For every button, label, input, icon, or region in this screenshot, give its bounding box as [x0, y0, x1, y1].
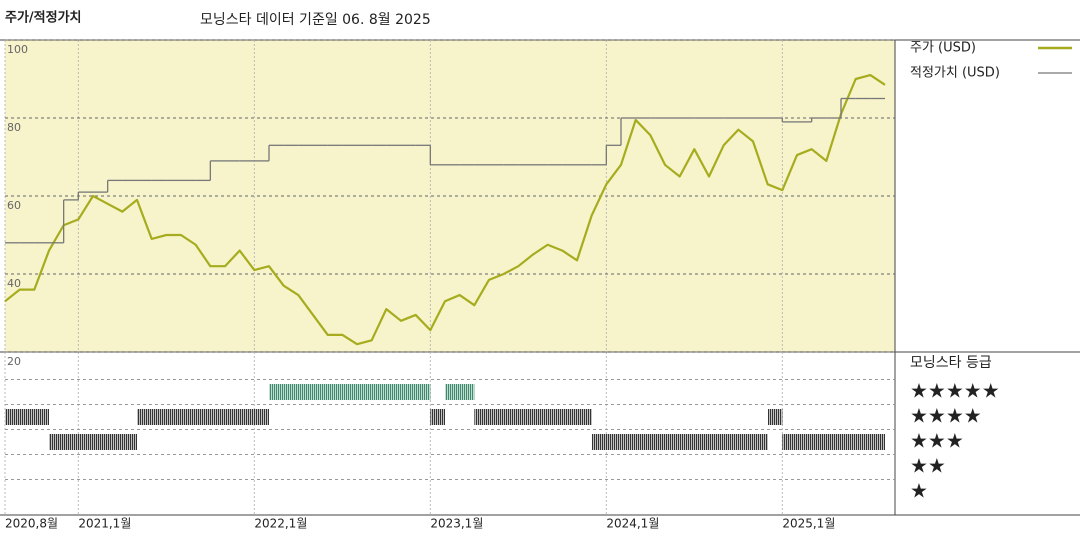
x-tick-label: 2020,8월 — [5, 517, 58, 531]
price-line — [4, 73, 886, 346]
rating-bar — [137, 409, 269, 425]
chart-title: 주가/적정가치 — [5, 10, 82, 26]
rating-bar — [767, 409, 783, 425]
rating-bar — [49, 434, 137, 450]
y-tick-label: 60 — [7, 199, 21, 212]
rating-label: ★★ — [910, 454, 946, 478]
rating-bar — [474, 409, 592, 425]
y-tick-label: 80 — [7, 121, 21, 134]
rating-label: ★★★ — [910, 429, 964, 453]
y-tick-label: 100 — [7, 43, 28, 56]
legend-label: 주가 (USD) — [910, 41, 976, 56]
rating-bar — [430, 409, 445, 425]
rating-bar — [591, 434, 768, 450]
x-tick-label: 2023,1월 — [430, 517, 483, 531]
x-tick-label: 2021,1월 — [78, 517, 131, 531]
x-tick-label: 2022,1월 — [254, 517, 307, 531]
rating-label: ★★★★★ — [910, 379, 1000, 403]
rating-label: ★★★★ — [910, 404, 982, 428]
x-tick-label: 2025,1월 — [782, 517, 835, 531]
rating-label: ★ — [910, 479, 928, 503]
x-tick-label: 2024,1월 — [606, 517, 659, 531]
y-tick-label: 40 — [7, 277, 21, 290]
rating-bar — [269, 384, 431, 400]
chart-subtitle: 모닝스타 데이터 기준일 06. 8월 2025 — [200, 12, 431, 28]
rating-title: 모닝스타 등급 — [910, 355, 992, 371]
rating-bar — [782, 434, 885, 450]
legend-label: 적정가치 (USD) — [910, 66, 1000, 81]
rating-bar — [5, 409, 49, 425]
rating-bar — [445, 384, 475, 400]
y-tick-label: 20 — [7, 355, 21, 368]
